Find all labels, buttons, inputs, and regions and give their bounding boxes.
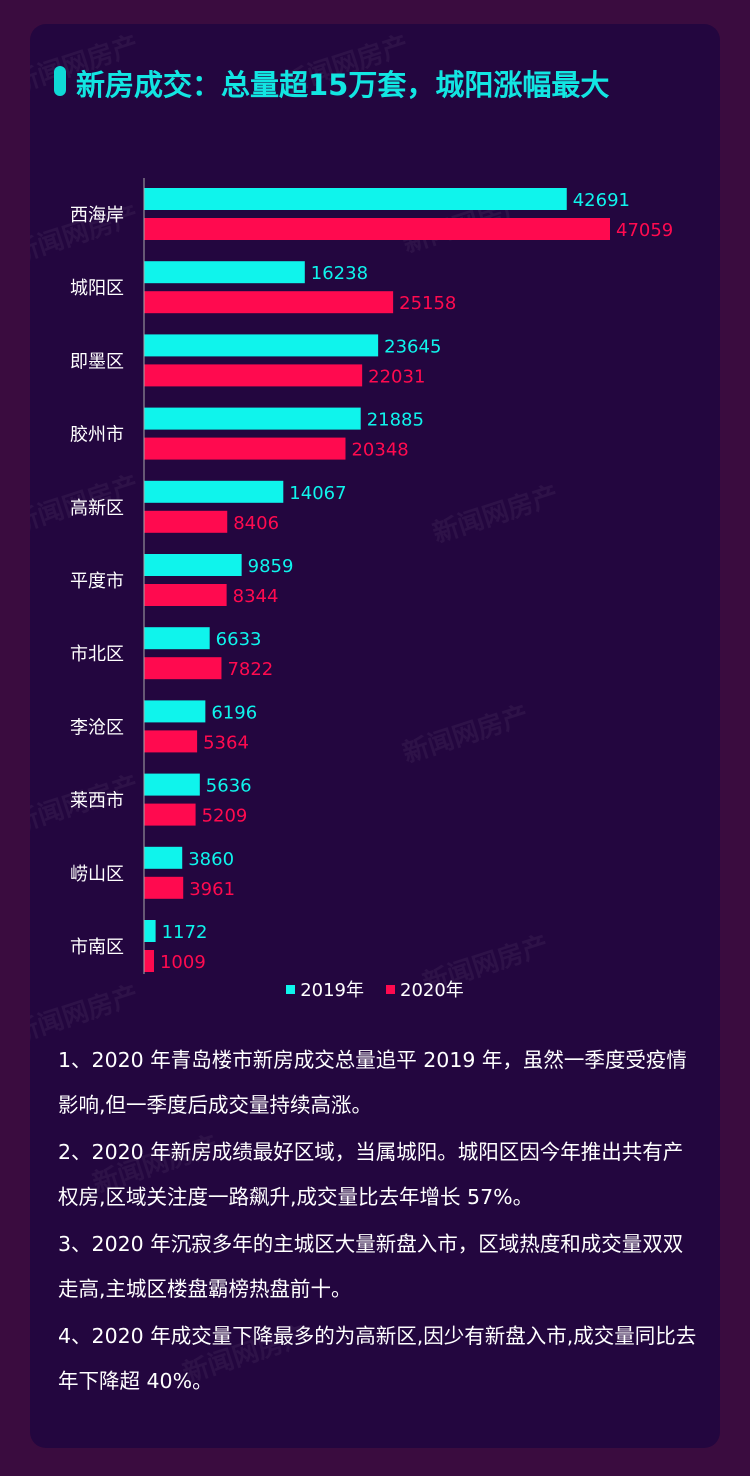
data-label: 7822 (227, 659, 273, 680)
title-accent (54, 66, 66, 96)
data-label: 8344 (233, 586, 279, 607)
bar-2020 (144, 730, 198, 753)
bar-2019 (144, 700, 206, 723)
category-label: 崂山区 (70, 864, 124, 885)
data-label: 14067 (289, 483, 346, 504)
note-2: 2、2020 年新房成绩最好区域，当属城阳。城阳区因今年推出共有产权房,区域关注… (58, 1140, 684, 1209)
bar-2020 (144, 437, 346, 460)
legend-item-2020: 2020年 (386, 976, 464, 1002)
category-label: 高新区 (70, 498, 124, 519)
bar-2020 (144, 657, 222, 680)
data-label: 25158 (399, 293, 456, 314)
data-label: 3860 (188, 849, 234, 870)
data-label: 21885 (367, 410, 424, 431)
legend-item-2019: 2019年 (286, 976, 364, 1002)
bar-2019 (144, 627, 210, 650)
bar-2020 (144, 291, 394, 314)
bar-2019 (144, 846, 183, 869)
data-label: 47059 (616, 220, 673, 241)
data-label: 20348 (351, 440, 408, 461)
bar-2019 (144, 920, 156, 942)
data-label: 5209 (202, 806, 248, 827)
legend-swatch-2020 (386, 984, 395, 994)
page-title: 新房成交：总量超15万套，城阳涨幅最大 (76, 68, 610, 102)
data-label: 42691 (573, 190, 630, 211)
data-label: 8406 (233, 513, 279, 534)
category-label: 平度市 (70, 571, 124, 592)
bar-2019 (144, 554, 242, 576)
category-label: 城阳区 (70, 278, 124, 299)
category-label: 莱西市 (70, 791, 124, 812)
category-label: 胶州市 (70, 425, 124, 446)
category-label: 即墨区 (70, 351, 124, 372)
data-label: 1172 (162, 922, 208, 943)
data-label: 23645 (384, 336, 441, 357)
data-label: 22031 (368, 366, 425, 387)
category-label: 市北区 (70, 644, 124, 665)
note-4: 4、2020 年成交量下降最多的为高新区,因少有新盘入市,成交量同比去年下降超 … (58, 1324, 697, 1393)
data-label: 9859 (248, 556, 294, 577)
data-label: 5636 (206, 776, 252, 797)
bar-2019 (144, 480, 284, 503)
card: 新闻网房产 新闻网房产 新闻网房产 新闻网房产 新闻网房产 新闻网房产 新闻网房产 新闻网房产… (30, 24, 720, 1448)
legend: 2019年 2020年 (30, 976, 720, 1002)
data-label: 1009 (160, 952, 206, 973)
category-label: 西海岸 (70, 205, 124, 226)
legend-label-2020: 2020年 (400, 980, 464, 1001)
notes: 1、2020 年青岛楼市新房成交总量追平 2019 年，虽然一季度受疫情影响,但… (58, 1038, 698, 1406)
bar-2019 (144, 188, 567, 210)
note-3: 3、2020 年沉寂多年的主城区大量新盘入市，区域热度和成交量双双走高,主城区楼… (58, 1232, 684, 1301)
bar-2019 (144, 261, 305, 284)
bar-2020 (144, 876, 184, 899)
bar-2020 (144, 950, 154, 972)
bar-2020 (144, 510, 228, 533)
bar-2019 (144, 773, 200, 796)
bar-2020 (144, 584, 227, 606)
legend-label-2019: 2019年 (300, 980, 364, 1001)
category-label: 李沧区 (70, 717, 124, 738)
legend-swatch-2019 (286, 984, 296, 994)
data-label: 5364 (203, 732, 249, 753)
bar-2020 (144, 364, 363, 387)
data-label: 3961 (189, 879, 235, 900)
category-label: 市南区 (70, 937, 124, 958)
data-label: 16238 (311, 263, 368, 284)
data-label: 6633 (216, 629, 262, 650)
data-label: 6196 (211, 702, 257, 723)
note-1: 1、2020 年青岛楼市新房成交总量追平 2019 年，虽然一季度受疫情影响,但… (58, 1048, 687, 1117)
bar-2019 (144, 334, 379, 357)
bar-chart: 西海岸 42691 47059 城阳区 16238 25158 即墨区 23645 22031 胶… (70, 178, 673, 974)
bar-2020 (144, 218, 610, 240)
bar-2019 (144, 407, 361, 430)
bar-2020 (144, 803, 196, 826)
